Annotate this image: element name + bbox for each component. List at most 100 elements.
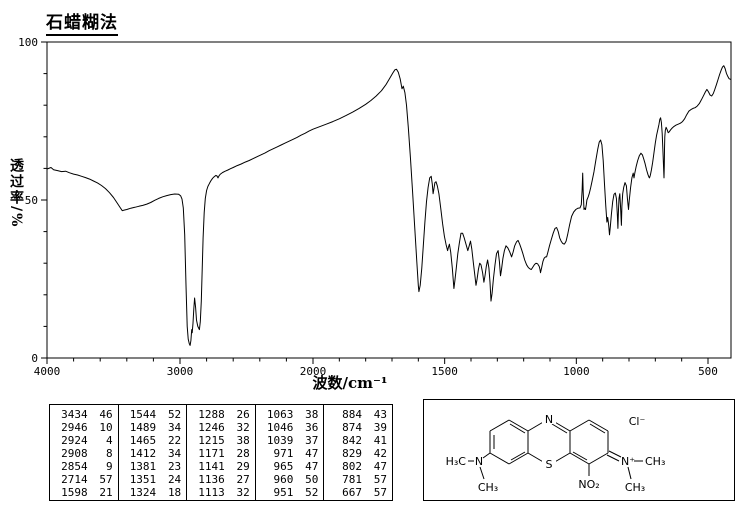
table-row: 1489 34 (119, 421, 187, 434)
peak-wavenumber: 1039 (266, 434, 294, 447)
peak-table-column: 1063 38 1046 36 1039 37 971 47 965 47 960 50 951 52 (256, 405, 325, 500)
peak-wavenumber: 971 (273, 447, 294, 460)
peak-wavenumber: 1063 (266, 408, 294, 421)
table-row: 1351 24 (119, 473, 187, 486)
peak-wavenumber: 1141 (198, 460, 225, 473)
peak-transmittance: 32 (236, 486, 250, 499)
spectrum-curve (46, 65, 731, 346)
peak-wavenumber: 1288 (198, 408, 225, 421)
table-row: 1215 38 (187, 434, 255, 447)
ch3-right-label: CH₃ (645, 455, 665, 468)
peak-wavenumber: 1598 (61, 486, 88, 499)
peak-wavenumber: 2924 (61, 434, 88, 447)
ch3-left-label: CH₃ (478, 481, 498, 494)
ring-sulfur-label: S (546, 458, 553, 471)
peak-transmittance: 42 (373, 447, 387, 460)
table-row: 1288 26 (187, 408, 255, 421)
h3c-label: H₃C (446, 455, 467, 468)
peak-wavenumber: 1324 (129, 486, 157, 499)
peak-wavenumber: 2854 (61, 460, 88, 473)
x-tick-label: 1500 (431, 365, 458, 378)
peak-wavenumber: 1381 (129, 460, 157, 473)
peak-wavenumber: 1171 (198, 447, 225, 460)
x-tick-label: 4000 (34, 365, 61, 378)
peak-wavenumber: 667 (342, 486, 362, 499)
molecule-bonds (468, 419, 643, 480)
x-tick-label: 2000 (300, 365, 327, 378)
peak-transmittance: 26 (236, 408, 250, 421)
peak-transmittance: 34 (167, 421, 182, 434)
peak-wavenumber: 1215 (198, 434, 225, 447)
peak-table: 3434 46 2946 10 2924 4 2908 8 2854 9 2714 57 1598 21 1… (49, 404, 393, 501)
table-row: 781 57 (324, 473, 392, 486)
no2-label: NO₂ (578, 478, 599, 491)
ring-nitrogen-label: N (545, 413, 553, 426)
table-row: 842 41 (324, 434, 392, 447)
table-row: 1046 36 (256, 421, 324, 434)
peak-wavenumber: 1412 (129, 447, 157, 460)
table-row: 3434 46 (50, 408, 118, 421)
x-axis-ticks: 4000 3000 2000 1500 1000 500 (34, 358, 718, 378)
y-axis-ticks: 0 50 100 (18, 36, 47, 365)
table-row: 1171 28 (187, 447, 255, 460)
molecule-atom-labels: N S H₃C N CH₃ NO₂ N⁺ CH₃ CH₃ Cl⁻ (446, 413, 665, 494)
iminium-nitrogen-label: N⁺ (621, 455, 635, 468)
table-row: 1063 38 (256, 408, 324, 421)
table-row: 829 42 (324, 447, 392, 460)
peak-wavenumber: 781 (342, 473, 362, 486)
x-axis-title: 波数/cm⁻¹ (312, 374, 388, 392)
plot-frame (46, 41, 732, 359)
x-tick-label: 3000 (167, 365, 194, 378)
table-row: 1324 18 (119, 486, 187, 499)
peak-transmittance: 18 (167, 486, 182, 499)
peak-table-column: 1288 26 1246 32 1215 38 1171 28 1141 29 1136 27 1113… (187, 405, 256, 500)
peak-transmittance: 34 (167, 447, 182, 460)
peak-transmittance: 46 (99, 408, 113, 421)
peak-transmittance: 37 (305, 434, 319, 447)
y-tick-label: 50 (25, 194, 38, 207)
table-row: 884 43 (324, 408, 392, 421)
table-row: 971 47 (256, 447, 324, 460)
table-row: 1246 32 (187, 421, 255, 434)
peak-transmittance: 52 (167, 408, 182, 421)
peak-transmittance: 47 (373, 460, 387, 473)
peak-wavenumber: 2908 (61, 447, 88, 460)
peak-transmittance: 21 (99, 486, 113, 499)
y-axis-title: 透过率/% (8, 158, 24, 229)
table-row: 1381 23 (119, 460, 187, 473)
structure-box: N S H₃C N CH₃ NO₂ N⁺ CH₃ CH₃ Cl⁻ (423, 399, 735, 501)
peak-transmittance: 38 (236, 434, 250, 447)
peak-transmittance: 43 (373, 408, 387, 421)
molecule-structure: N S H₃C N CH₃ NO₂ N⁺ CH₃ CH₃ Cl⁻ (446, 413, 665, 494)
peak-transmittance: 10 (99, 421, 113, 434)
table-row: 874 39 (324, 421, 392, 434)
transmittance-curve (46, 65, 731, 346)
table-row: 667 57 (324, 486, 392, 499)
x-tick-label: 1000 (563, 365, 590, 378)
x-tick-label: 500 (698, 365, 718, 378)
table-row: 2946 10 (50, 421, 118, 434)
peak-wavenumber: 1046 (266, 421, 294, 434)
peak-wavenumber: 874 (342, 421, 362, 434)
table-row: 1039 37 (256, 434, 324, 447)
peak-transmittance: 23 (167, 460, 182, 473)
peak-wavenumber: 1113 (198, 486, 225, 499)
peak-transmittance: 57 (99, 473, 113, 486)
spectrum-plot: 4000 3000 2000 1500 1000 500 0 50 100 (18, 36, 732, 378)
table-row: 960 50 (256, 473, 324, 486)
table-row: 951 52 (256, 486, 324, 499)
peak-table-column: 3434 46 2946 10 2924 4 2908 8 2854 9 2714 57 1598 21 (50, 405, 119, 500)
peak-transmittance: 39 (373, 421, 387, 434)
peak-wavenumber: 1136 (198, 473, 225, 486)
peak-transmittance: 47 (305, 447, 319, 460)
y-tick-label: 0 (31, 352, 38, 365)
table-row: 1412 34 (119, 447, 187, 460)
peak-wavenumber: 2714 (61, 473, 88, 486)
peak-transmittance: 47 (305, 460, 319, 473)
peak-wavenumber: 802 (342, 460, 362, 473)
peak-transmittance: 38 (305, 408, 319, 421)
table-row: 2924 4 (50, 434, 118, 447)
peak-wavenumber: 1544 (129, 408, 157, 421)
peak-transmittance: 24 (167, 473, 182, 486)
